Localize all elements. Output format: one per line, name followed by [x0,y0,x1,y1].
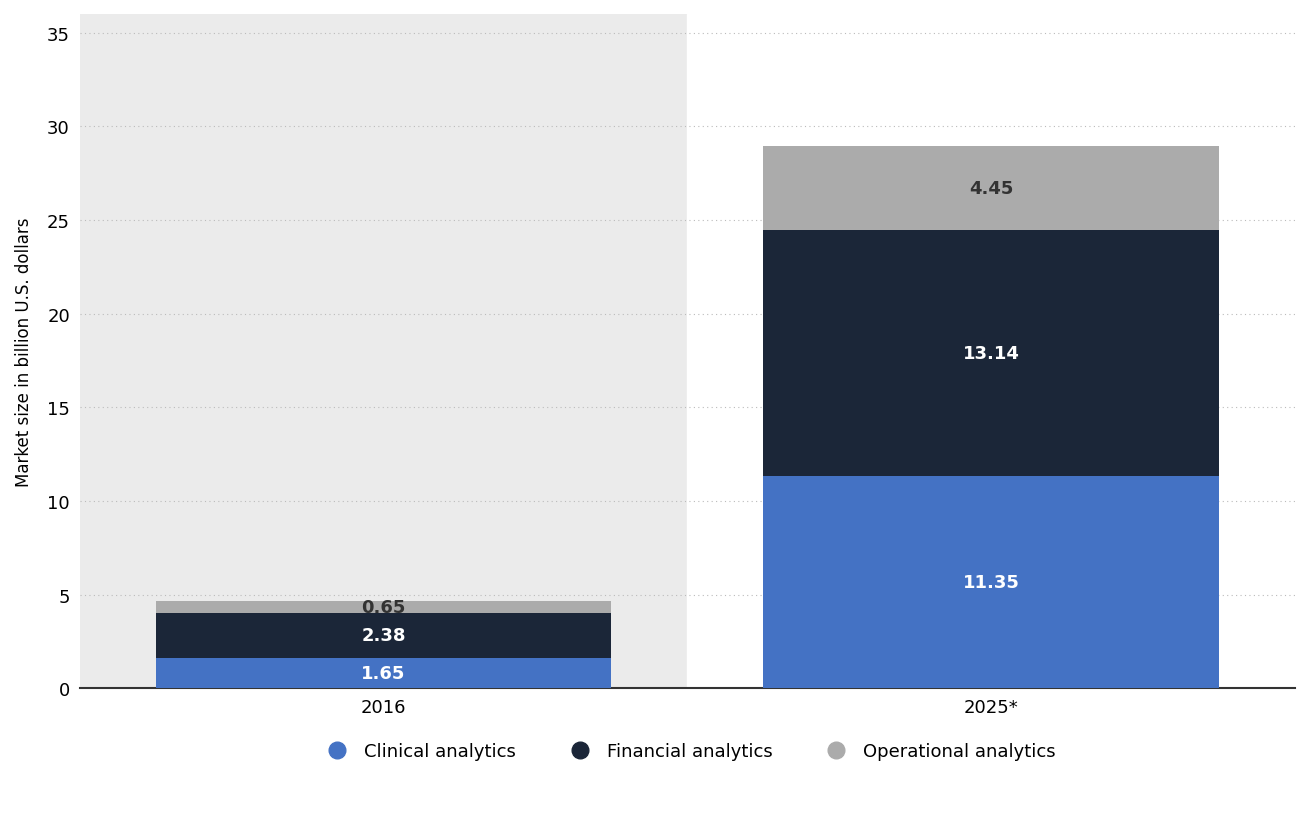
Text: 0.65: 0.65 [362,598,406,616]
Bar [80,15,688,689]
Text: 13.14: 13.14 [963,344,1019,362]
Text: 1.65: 1.65 [362,664,406,682]
Bar [156,657,612,689]
Bar [764,231,1220,476]
Legend: Clinical analytics, Financial analytics, Operational analytics: Clinical analytics, Financial analytics,… [312,734,1062,767]
Bar [688,15,1296,689]
Bar [764,147,1220,231]
Y-axis label: Market size in billion U.S. dollars: Market size in billion U.S. dollars [14,218,33,486]
Bar [764,476,1220,689]
Bar [156,614,612,657]
Bar [156,601,612,614]
Text: 4.45: 4.45 [969,179,1014,198]
Text: 11.35: 11.35 [963,573,1019,591]
Text: 2.38: 2.38 [362,627,406,644]
